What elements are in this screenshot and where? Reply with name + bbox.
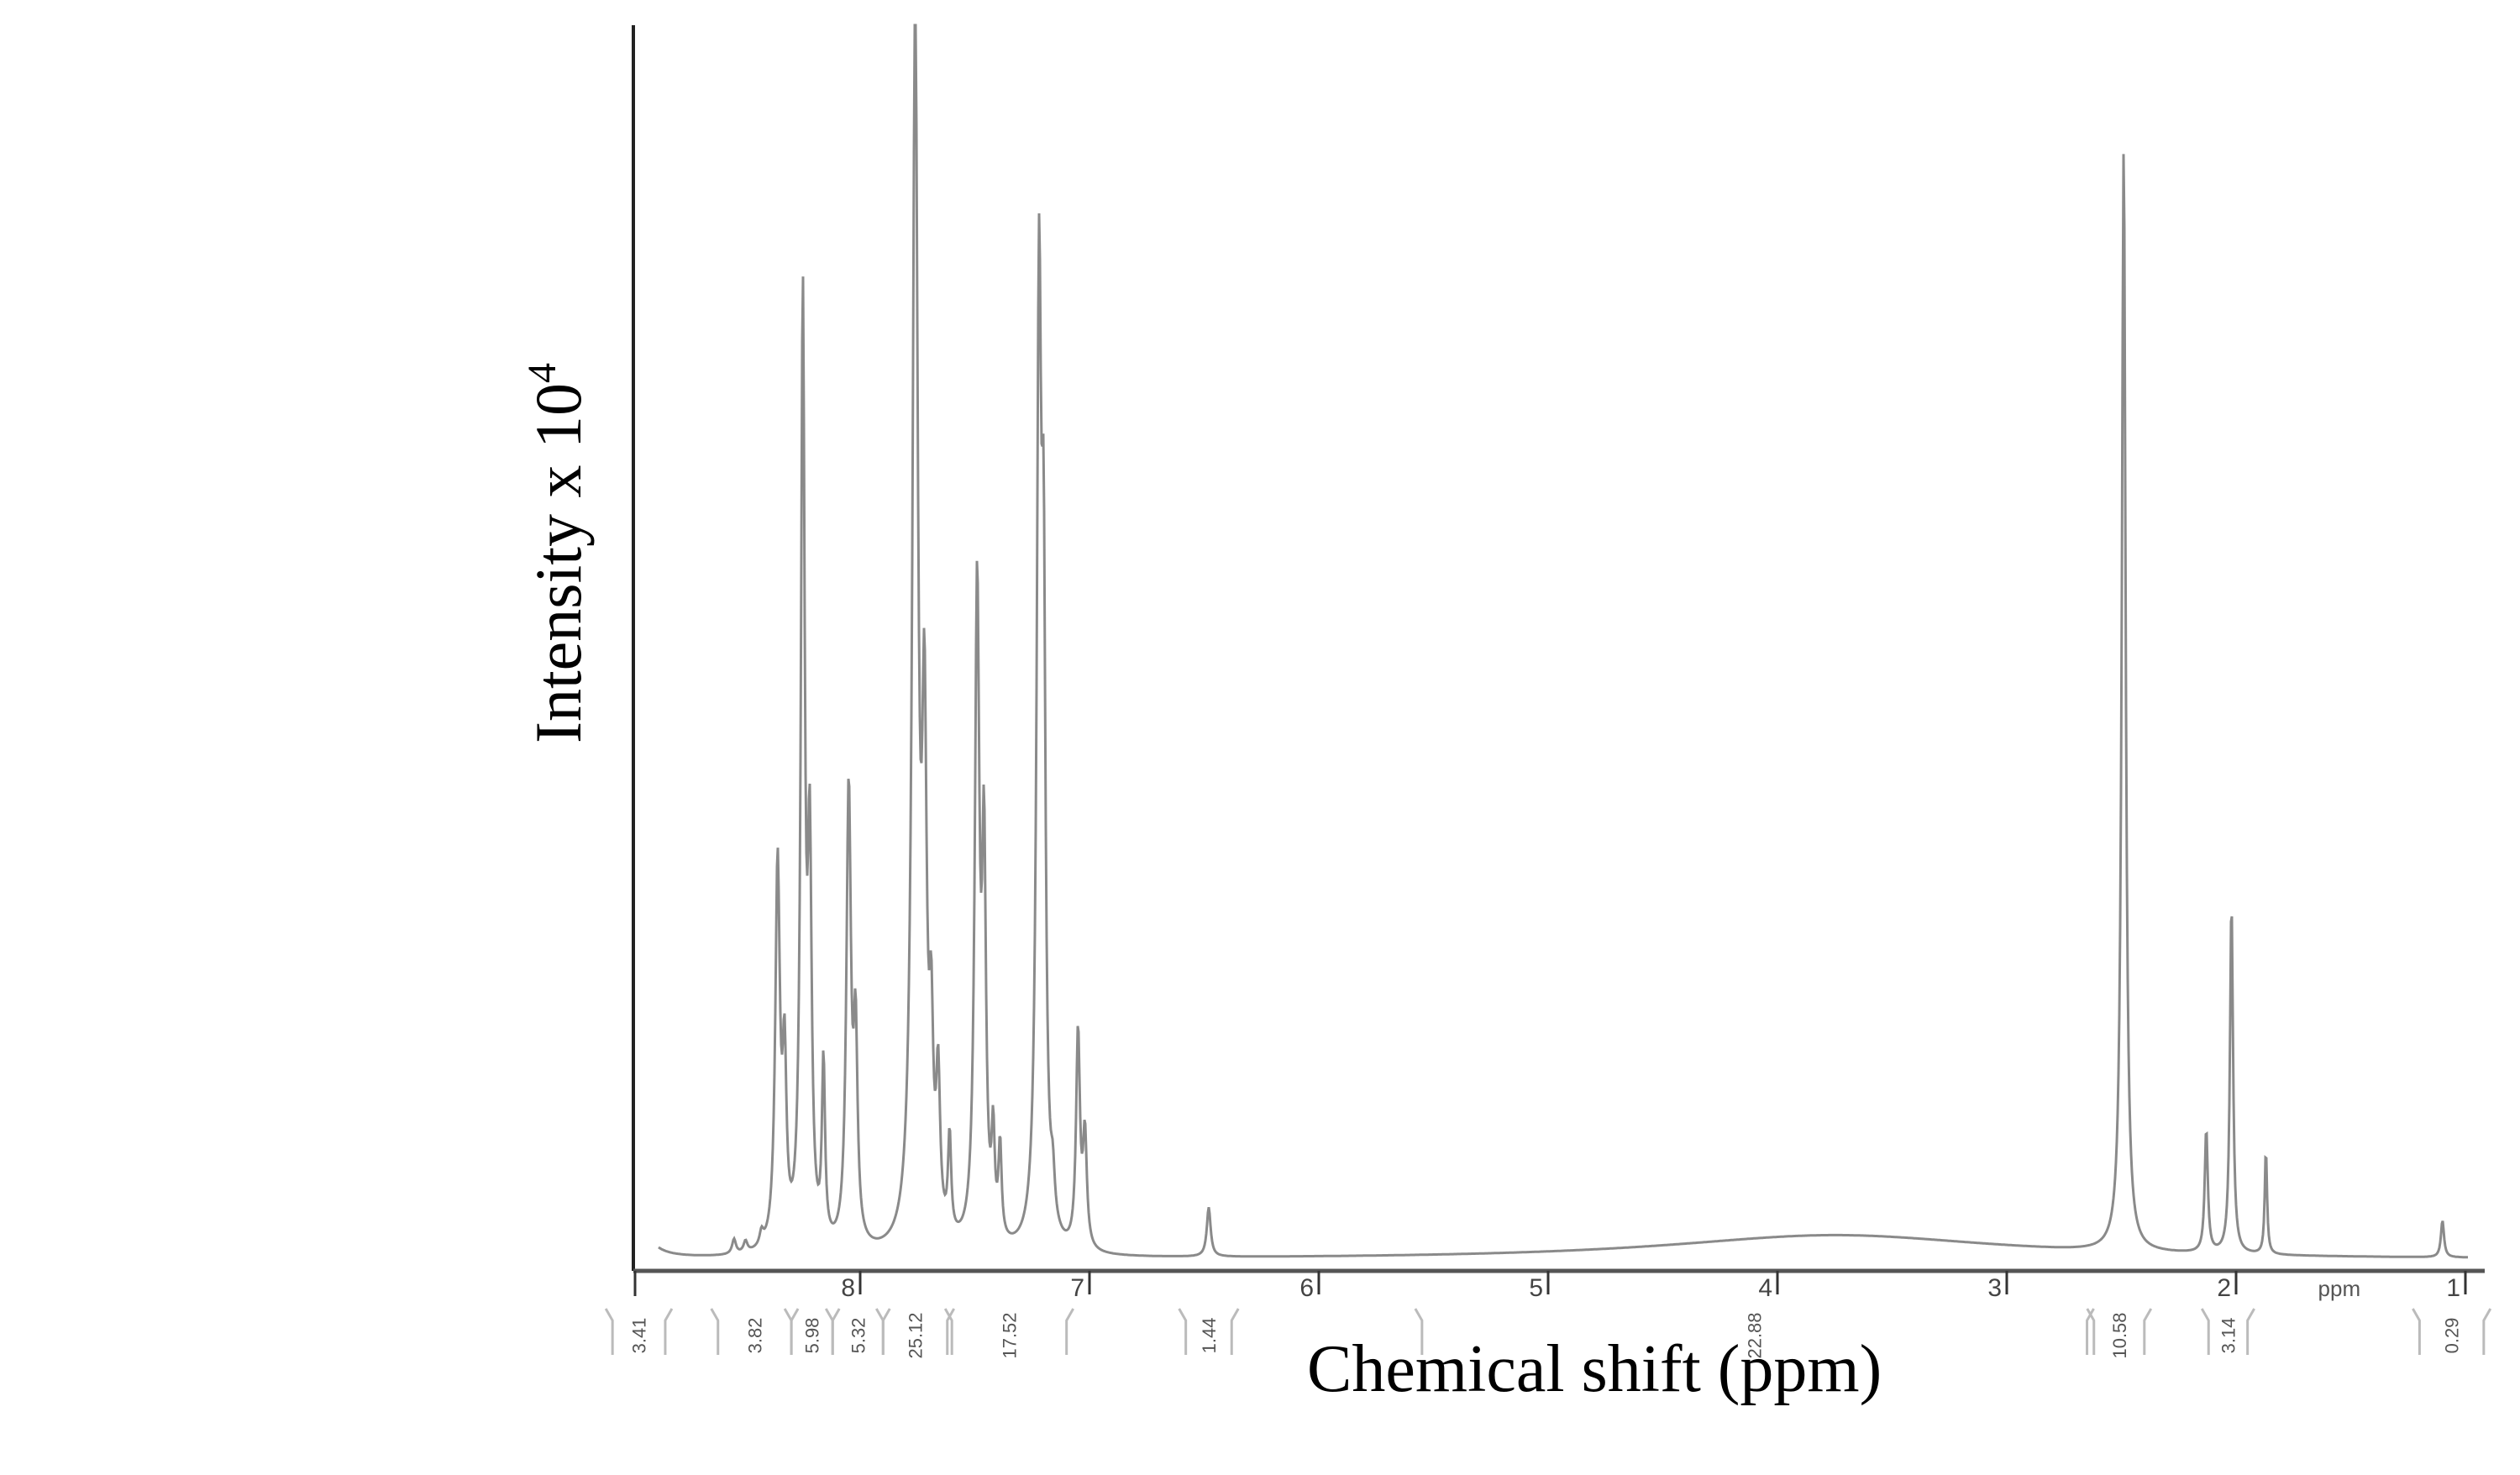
- x-tick-label: 8: [841, 1274, 855, 1302]
- integration-label: 17.52: [999, 1312, 1020, 1358]
- x-tick-label: 7: [1070, 1274, 1084, 1302]
- x-axis-unit: ppm: [2318, 1276, 2361, 1301]
- integration-label: 3.14: [2218, 1318, 2239, 1354]
- integration-label: 3.41: [629, 1318, 650, 1354]
- integration-label: 5.98: [802, 1318, 823, 1354]
- x-tick-label: 4: [1758, 1274, 1772, 1302]
- integration-label: 5.32: [848, 1318, 869, 1354]
- y-axis-label-exponent: 4: [520, 363, 564, 384]
- spectrum-trace: [658, 24, 2468, 1259]
- x-axis-label: Chemical shift (ppm): [1307, 1332, 1882, 1406]
- integration-bracket: [2200, 1308, 2255, 1355]
- integration-bracket: [1414, 1308, 2095, 1355]
- x-tick-label: 1: [2446, 1274, 2460, 1302]
- y-axis-label: Intensity x 104: [519, 155, 620, 743]
- integration-bracket: [1178, 1308, 1240, 1355]
- x-tick-label: 5: [1529, 1274, 1543, 1302]
- integration-bracket: [604, 1308, 674, 1355]
- integration-label: 3.82: [744, 1318, 765, 1354]
- integration-bracket: [943, 1308, 1075, 1355]
- integration-bracket: [2086, 1308, 2153, 1355]
- integration-bracket: [2412, 1308, 2492, 1355]
- x-tick-label: 3: [1987, 1274, 2002, 1302]
- integration-label: 1.44: [1199, 1318, 1220, 1354]
- integration-label: 0.29: [2442, 1318, 2463, 1354]
- y-axis-label-text: Intensity x 10: [522, 383, 595, 743]
- x-tick-label: 6: [1299, 1274, 1314, 1302]
- x-axis: 8 7 6 5 4 3 2 1 ppm: [633, 1268, 2485, 1302]
- integration-label: 10.58: [2109, 1312, 2130, 1358]
- integration-marks: 3.41 3.82 5.98 5.32 25.12 17.52 1.44 22.88 10.58…: [604, 1308, 2492, 1359]
- x-tick-label: 2: [2217, 1274, 2231, 1302]
- integration-label: 25.12: [906, 1312, 927, 1358]
- integration-bracket: [874, 1308, 956, 1355]
- integration-label: 22.88: [1745, 1312, 1766, 1358]
